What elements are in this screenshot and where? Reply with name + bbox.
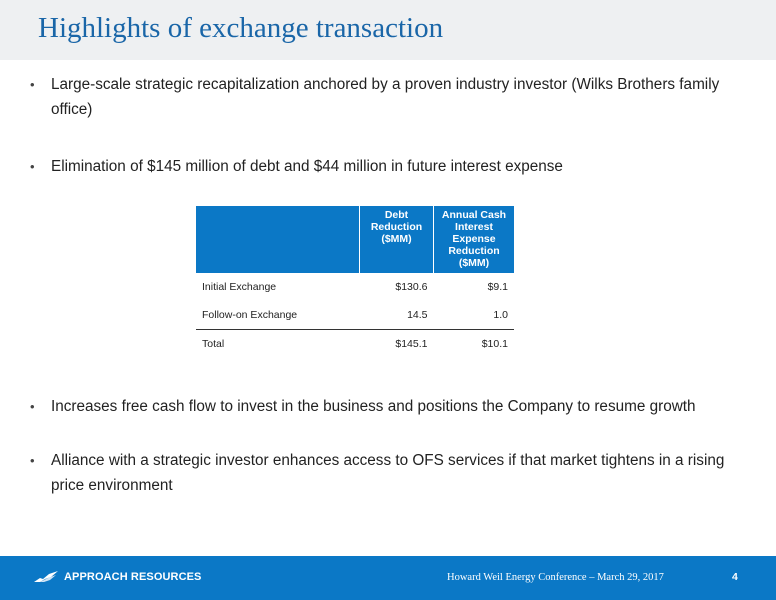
table-header-blank — [196, 206, 360, 273]
bullet-text: Large-scale strategic recapitalization a… — [51, 76, 720, 118]
page-number: 4 — [732, 571, 738, 583]
title-bar: Highlights of exchange transaction — [0, 0, 776, 60]
table-header-interest-reduction: Annual Cash Interest Expense Reduction (… — [433, 206, 514, 273]
bullet-text: Alliance with a strategic investor enhan… — [51, 452, 725, 494]
bullet-icon: • — [30, 77, 35, 92]
debt-reduction-value: 14.5 — [407, 309, 428, 321]
slide-title: Highlights of exchange transaction — [38, 12, 444, 44]
mountain-logo-icon — [34, 571, 58, 582]
bullet-text: Elimination of $145 million of debt and … — [51, 158, 563, 175]
row-label: Initial Exchange — [202, 281, 277, 293]
table-row: Follow-on Exchange 14.5 1.0 — [196, 301, 514, 330]
bullet-icon: • — [30, 453, 35, 468]
bullet-text: Increases free cash flow to invest in th… — [51, 398, 696, 415]
footer-bar: APPROACH RESOURCES Howard Weil Energy Co… — [0, 556, 776, 600]
bullet-item: • Alliance with a strategic investor enh… — [30, 448, 750, 498]
interest-reduction-value: $9.1 — [487, 281, 508, 293]
conference-label: Howard Weil Energy Conference – March 29… — [447, 572, 664, 583]
bullet-item: • Elimination of $145 million of debt an… — [30, 154, 750, 179]
table-row: Initial Exchange $130.6 $9.1 — [196, 273, 514, 301]
bullet-item: • Large-scale strategic recapitalization… — [30, 72, 750, 122]
bullet-icon: • — [30, 399, 35, 414]
row-label: Follow-on Exchange — [202, 309, 298, 321]
row-label: Total — [196, 329, 360, 358]
debt-reduction-table: Debt Reduction ($MM) Annual Cash Interes… — [196, 206, 514, 358]
interest-reduction-value: 1.0 — [493, 309, 508, 321]
company-logo: APPROACH RESOURCES — [34, 570, 202, 584]
debt-reduction-value: $130.6 — [395, 281, 428, 293]
bullet-item: • Increases free cash flow to invest in … — [30, 394, 750, 419]
bullet-icon: • — [30, 159, 35, 174]
table-header-debt-reduction: Debt Reduction ($MM) — [359, 206, 434, 273]
company-name: APPROACH RESOURCES — [64, 571, 202, 583]
table-total-row: Total $145.1 $10.1 — [196, 329, 514, 358]
debt-reduction-total: $145.1 — [359, 329, 434, 358]
table-header-row: Debt Reduction ($MM) Annual Cash Interes… — [196, 206, 514, 273]
interest-reduction-total: $10.1 — [433, 329, 514, 358]
